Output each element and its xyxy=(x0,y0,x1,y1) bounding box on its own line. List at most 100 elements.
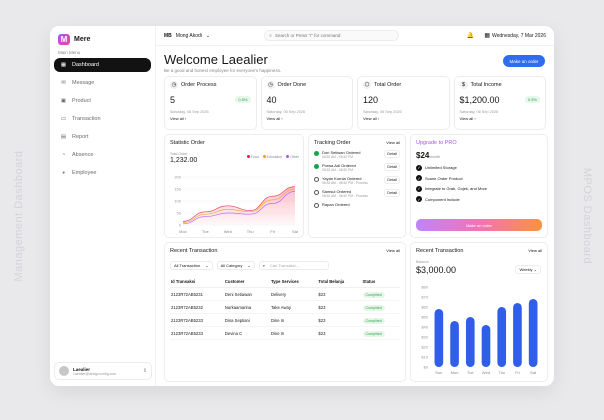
check-circle-icon xyxy=(314,151,319,156)
recent-transaction-chart-card: Recent Transaction View all Balance $3,0… xyxy=(410,242,548,382)
table-cell: $23 xyxy=(317,326,362,340)
view-all-link[interactable]: View all xyxy=(386,140,400,145)
bar-sun xyxy=(434,309,444,367)
user-card[interactable]: Laealier Laealier@designconfig.com ⇕ xyxy=(54,362,152,380)
table-cell: Complited xyxy=(361,287,400,301)
table-row[interactable]: 2123R72AB5231 Deni Setiawan Delivery $23 Com… xyxy=(170,287,400,301)
sidebar-item-transaction[interactable]: ▭ Transaction xyxy=(54,112,151,126)
sidebar-item-report[interactable]: ▤ Report xyxy=(54,130,151,144)
view-all-link[interactable]: View all › xyxy=(460,116,541,121)
search-icon: ⌕ xyxy=(262,263,265,268)
series-area-food xyxy=(183,186,295,225)
stat-label: Total Order xyxy=(374,82,402,88)
view-all-label: View all xyxy=(266,116,281,121)
balance-label: Balance xyxy=(416,260,429,264)
tracking-item[interactable]: Dori Setiwan Ordered 08:52 AM - 06:52 PM D… xyxy=(314,150,400,159)
tracking-item[interactable]: Yayan Kurnia Ordered 08:52 AM - 06:52 PM … xyxy=(314,176,400,185)
detail-button[interactable]: Detail xyxy=(384,189,400,197)
column-header[interactable]: Type Services xyxy=(269,277,318,288)
feature-item: ✓ Component Include xyxy=(416,196,542,202)
chevron-down-icon[interactable]: ⌄ xyxy=(205,32,211,39)
legend-label: Food xyxy=(250,155,259,159)
table-row[interactable]: 2123R72AB5233 Devina C Dine In $23 Complited xyxy=(170,326,400,340)
y-tick-label: $80 xyxy=(421,285,428,290)
bar-wed xyxy=(481,325,491,367)
column-header[interactable]: Total Belanja xyxy=(317,277,362,288)
sidebar-item-label: Message xyxy=(72,80,95,86)
x-tick-label: Sat xyxy=(530,370,537,375)
view-all-link[interactable]: View all xyxy=(528,248,542,253)
current-date: Wednesday, 7 Mar 2026 xyxy=(491,32,546,39)
table-header: Id Transaksi Customer Type Services Total B… xyxy=(170,277,400,288)
column-header[interactable]: Status xyxy=(361,277,400,288)
workspace-selector[interactable]: Mong Akodi xyxy=(175,32,202,39)
filter-transaction-select[interactable]: All Transaction ⌄ xyxy=(170,261,213,270)
chevron-updown-icon[interactable]: ⇕ xyxy=(142,368,147,374)
view-all-link[interactable]: View all › xyxy=(363,116,444,121)
chart-legend: Food Education Other xyxy=(246,155,299,159)
legend-label: Education xyxy=(266,155,283,159)
sidebar-item-dashboard[interactable]: ▦ Dashboard xyxy=(54,58,151,72)
search-input[interactable] xyxy=(274,33,395,38)
tracking-item[interactable]: Samsul Ordered 08:52 AM - 06:52 PM - Proc… xyxy=(314,189,400,198)
tracking-item[interactable]: Rapan Ordered xyxy=(314,202,400,208)
total-order-label: Total Order xyxy=(170,152,188,156)
view-all-link[interactable]: View all xyxy=(386,248,400,253)
detail-button[interactable]: Detail xyxy=(384,176,400,184)
price-value: $24 xyxy=(416,151,430,160)
filter-category-select[interactable]: All Category ⌄ xyxy=(216,261,255,270)
tracking-time: 08:52 AM - 06:52 PM - Process xyxy=(322,194,368,198)
transaction-search[interactable]: ⌕ Cari Transaksi... xyxy=(258,261,329,270)
stat-label: Total Income xyxy=(470,82,502,88)
detail-button[interactable]: Detail xyxy=(384,163,400,171)
feature-item: ✓ Scane Order Product xyxy=(416,175,542,181)
card-title: Recent Transaction xyxy=(416,248,464,254)
transaction-table: Id Transaksi Customer Type Services Total B… xyxy=(170,277,400,340)
make-order-button[interactable]: Make an order xyxy=(503,55,545,67)
brand[interactable]: M Mere xyxy=(58,32,151,46)
tracking-item[interactable]: Purwa Adi Ordered 08:52 AM - 06:52 PM Deta… xyxy=(314,163,400,172)
table-cell: Devina C xyxy=(223,326,270,340)
sidebar-item-employee[interactable]: ◕ Employee xyxy=(54,166,151,180)
column-header[interactable]: Id Transaksi xyxy=(170,277,224,288)
tracking-order-card: Tracking Order View all Dori Setiwan Ord… xyxy=(308,134,406,238)
grid-icon: ▦ xyxy=(60,62,67,68)
card-icon: ▭ xyxy=(60,116,67,122)
stat-header: ⬡ Total Order xyxy=(363,81,444,89)
bell-icon[interactable]: 🔔 xyxy=(466,33,475,39)
legend-swatch xyxy=(246,155,250,158)
view-all-link[interactable]: View all › xyxy=(267,116,348,121)
check-icon: ✓ xyxy=(416,164,422,171)
y-tick-label: $70 xyxy=(421,295,428,300)
stat-card: ⬡ Total Order 120 Saturday, 06 Sep 2026 View… xyxy=(357,76,450,130)
tracking-title: Samsul Ordered xyxy=(322,189,352,194)
search-bar[interactable]: ⌕ xyxy=(264,30,400,41)
period-select[interactable]: Weekly ⌄ xyxy=(515,265,541,274)
sidebar-item-product[interactable]: ▣ Product xyxy=(54,94,151,108)
table-cell: Delivery xyxy=(269,287,318,301)
detail-button[interactable]: Detail xyxy=(384,150,400,158)
view-all-link[interactable]: View all › xyxy=(170,116,251,121)
sidebar-item-absence[interactable]: ◔ Absence xyxy=(54,148,151,162)
area-chart: 0 50 100 150 200 Mon Tue Wed Thu Fri Sat xyxy=(174,175,299,235)
stat-value: $1,200.00 xyxy=(459,95,500,105)
pending-circle-icon xyxy=(314,190,319,195)
y-tick-label: 100 xyxy=(174,199,181,204)
upgrade-order-button[interactable]: Make an order xyxy=(416,219,542,231)
legend-item: Other xyxy=(286,155,299,159)
tracking-time: 08:52 AM - 06:52 PM xyxy=(322,155,353,159)
bar-thu xyxy=(497,307,507,367)
feature-item: ✓ Unlimited Storage xyxy=(416,164,542,171)
bar-mon xyxy=(450,321,459,367)
feature-label: Unlimited Storage xyxy=(425,165,457,170)
stat-date: Saturday, 06 Sep 2026 xyxy=(266,110,306,114)
table-row[interactable]: 2123R72AB5233 Dina Septiani Dine In $23 Comp… xyxy=(170,313,400,327)
tracking-text: Purwa Adi Ordered 08:52 AM - 06:52 PM xyxy=(322,163,356,172)
tracking-text: Dori Setiwan Ordered 08:52 AM - 06:52 PM xyxy=(322,150,360,159)
feature-item: ✓ Integrate to Grab, Gojek, and More xyxy=(416,185,542,192)
stat-header: ◷ Order Done xyxy=(266,81,348,89)
table-row[interactable]: 2123R72AB5232 Nurkaamarina Take Away $23 Com… xyxy=(170,300,400,314)
sidebar-item-message[interactable]: ✉ Message xyxy=(54,76,151,90)
column-header[interactable]: Customer xyxy=(223,277,270,288)
chevron-right-icon: › xyxy=(183,116,187,121)
